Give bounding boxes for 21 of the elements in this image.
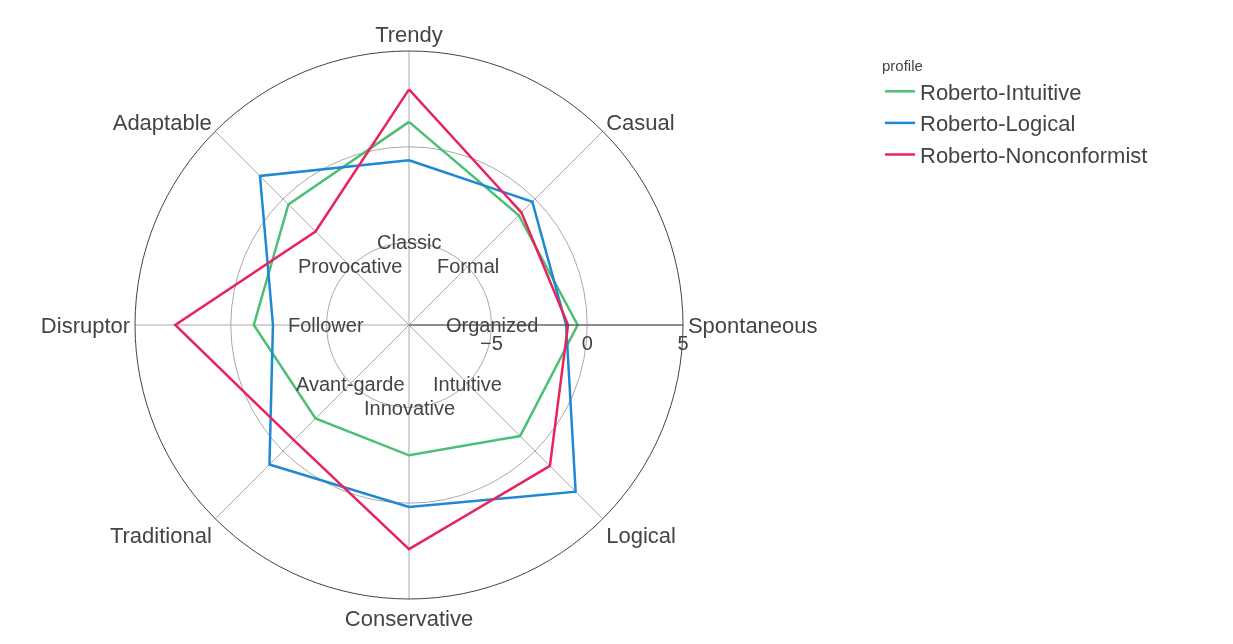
spoke-label: Conservative [344,605,474,631]
text: Intuitive [433,373,502,395]
legend-label: Roberto-Logical [920,111,1076,137]
text: Formal [437,255,500,277]
spoke-label: Adaptable [112,110,212,136]
text: Innovative [364,397,456,419]
text: Avant-garde [296,373,405,395]
legend-label: Roberto-Intuitive [920,79,1082,105]
spoke-label: Casual [606,110,675,136]
legend-title: profile [882,56,923,74]
spoke-label: Spontaneous [687,312,818,338]
spoke-label: Trendy [375,21,443,47]
spoke-label: Logical [606,523,676,549]
text: Provocative [298,255,403,277]
y-tick-label: 0 [581,331,593,354]
text: Follower [288,314,364,336]
text: Classic [377,231,442,253]
y-tick-label: −5 [479,331,503,354]
legend-label: Roberto-Nonconformist [920,143,1148,169]
spoke-label: Traditional [109,523,212,549]
spoke-label: Disruptor [40,312,131,338]
